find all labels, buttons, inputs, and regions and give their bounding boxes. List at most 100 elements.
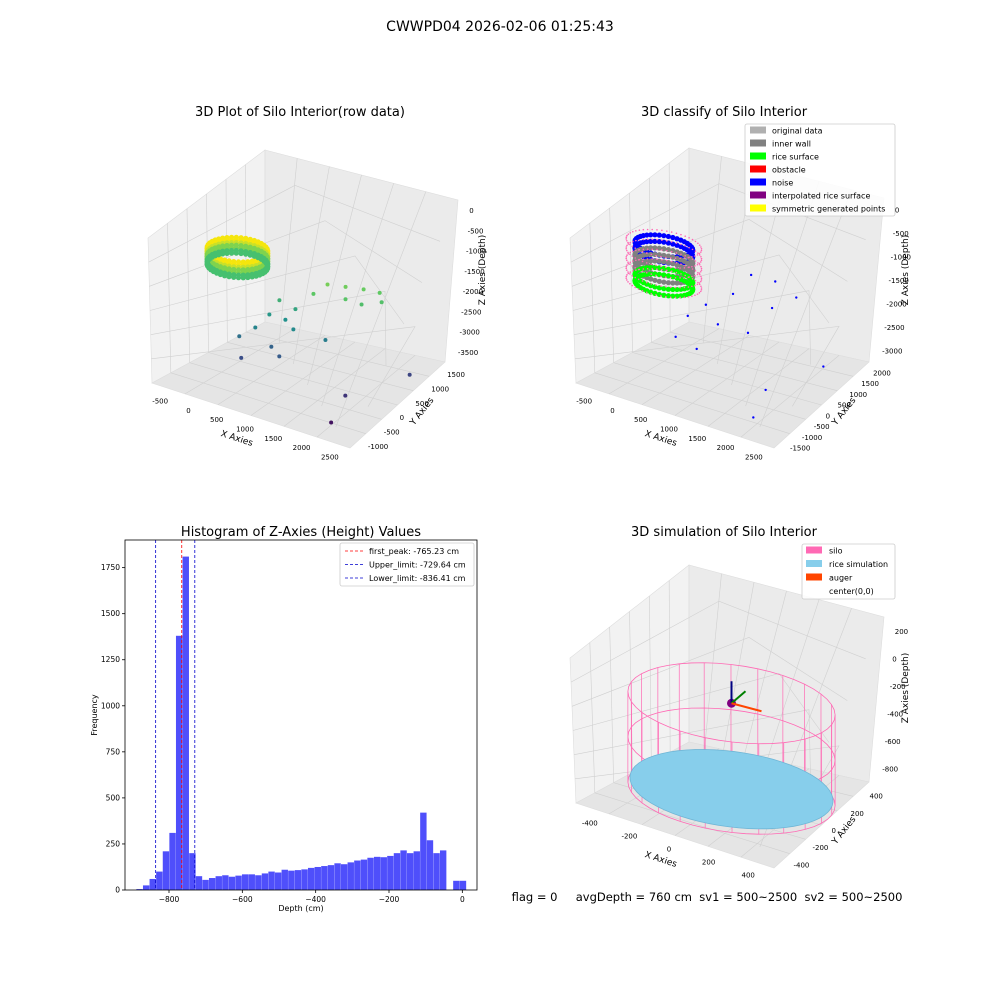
chart-classify-wall-point xyxy=(670,254,676,260)
chart-classify-symmetric-point xyxy=(650,292,653,295)
chart-classify-symmetric-point xyxy=(691,277,694,280)
chart-rowdata-point xyxy=(239,355,244,360)
chart-simulation-legend: silo rice simulation auger center(0,0) xyxy=(801,543,896,600)
chart-rowdata-title: 3D Plot of Silo Interior(row data) xyxy=(195,105,405,120)
chart-simulation-title: 3D simulation of Silo Interior xyxy=(631,525,818,540)
chart-classify-symmetric-point xyxy=(638,239,641,241)
chart-classify-symmetric-point xyxy=(665,286,667,288)
chart-classify-wall-point xyxy=(665,286,672,292)
chart-histogram-bar xyxy=(406,853,414,890)
chart-classify-grid-line xyxy=(740,355,840,438)
chart-classify-legend-swatch xyxy=(750,191,766,199)
chart-rowdata-silo-point xyxy=(226,274,232,280)
chart-rowdata-x-tick: 0 xyxy=(186,407,190,415)
chart-rowdata-point xyxy=(379,300,384,305)
chart-classify-symmetric-point xyxy=(698,283,701,286)
chart-classify-symmetric-point xyxy=(665,266,667,268)
chart-histogram-bar xyxy=(182,556,189,890)
chart-classify-legend-swatch xyxy=(750,165,766,173)
chart-classify-symmetric-point xyxy=(660,285,662,287)
chart-simulation-y-tick: -400 xyxy=(794,861,810,869)
chart-classify-wall-point xyxy=(661,233,667,239)
chart-classify-symmetric-point xyxy=(651,267,653,270)
chart-histogram-bar xyxy=(162,851,170,890)
chart-classify-symmetric-point xyxy=(629,251,632,254)
chart-classify-noise-point xyxy=(749,273,753,277)
chart-classify-symmetric-point xyxy=(674,296,677,299)
chart-classify-symmetric-point xyxy=(694,250,697,253)
chart-rowdata-z-tick: -1500 xyxy=(464,268,484,276)
chart-classify-wall-point xyxy=(648,232,654,238)
chart-classify-symmetric-point xyxy=(694,284,696,287)
chart-classify-symmetric-point xyxy=(700,259,703,262)
chart-rowdata-silo-point xyxy=(247,252,253,258)
chart-histogram-bar xyxy=(149,878,156,890)
chart-classify-symmetric-point xyxy=(665,256,667,259)
chart-classify-symmetric-point xyxy=(684,254,687,257)
chart-classify-symmetric-point xyxy=(683,276,686,279)
chart-histogram-bar xyxy=(248,874,255,890)
chart-classify-wall-point xyxy=(670,261,676,267)
chart-rowdata-silo-point xyxy=(245,274,251,281)
chart-classify-symmetric-point xyxy=(674,286,677,289)
chart-classify-wall-point xyxy=(665,233,671,240)
chart-classify-symmetric-point xyxy=(680,253,682,256)
chart-classify-symmetric-point xyxy=(627,243,630,245)
chart-classify-z-tick: -1000 xyxy=(891,254,911,262)
chart-classify-symmetric-point xyxy=(694,255,696,257)
chart-classify-symmetric-point xyxy=(631,265,634,267)
chart-classify-symmetric-point xyxy=(635,239,637,242)
chart-rowdata-grid-line xyxy=(278,158,298,344)
chart-classify-symmetric-point xyxy=(700,246,702,248)
chart-classify-noise-point xyxy=(752,416,755,419)
chart-histogram-bar xyxy=(393,853,401,890)
chart-classify-symmetric-point xyxy=(625,238,628,240)
chart-classify-symmetric-point xyxy=(684,274,687,277)
chart-rowdata-point xyxy=(311,291,316,296)
chart-rowdata-z-tick: 0 xyxy=(469,207,473,215)
chart-classify-wall-point xyxy=(661,252,667,258)
chart-rowdata-silo-point xyxy=(228,250,235,256)
chart-histogram-bar xyxy=(321,866,328,890)
chart-classify-symmetric-point xyxy=(629,243,631,246)
chart-classify-wall-point xyxy=(665,260,671,266)
chart-classify-symmetric-point xyxy=(625,239,628,242)
chart-classify-symmetric-point xyxy=(629,241,632,244)
chart-rowdata-silo-point xyxy=(222,273,228,279)
chart-rowdata-point xyxy=(325,282,330,287)
chart-rowdata-silo-point xyxy=(238,250,244,257)
chart-classify-x-tick: 500 xyxy=(634,416,647,424)
chart-classify-wall-point xyxy=(674,262,680,268)
chart-rowdata-grid-line xyxy=(186,208,190,363)
chart-histogram-y-tick: 250 xyxy=(106,839,121,848)
chart-simulation-auger xyxy=(731,702,762,713)
chart-histogram-bar xyxy=(142,885,150,890)
chart-classify-symmetric-point xyxy=(698,244,701,246)
chart-classify-symmetric-point xyxy=(634,266,637,269)
chart-histogram-bar xyxy=(228,876,236,890)
chart-histogram-bar xyxy=(373,856,381,890)
chart-histogram-legend-label: first_peak: -765.23 cm xyxy=(369,547,459,556)
chart-rowdata-point xyxy=(407,372,412,377)
chart-classify-symmetric-point xyxy=(687,296,690,298)
chart-classify-symmetric-point xyxy=(651,238,653,241)
chart-classify-y-tick: 1500 xyxy=(861,380,879,388)
chart-simulation-z-tick: 0 xyxy=(892,655,896,663)
chart-rowdata-grid-line xyxy=(150,290,387,366)
chart-histogram-bar xyxy=(400,850,407,890)
chart-classify-legend-swatch xyxy=(750,204,766,212)
chart-classify-noise-point xyxy=(695,347,698,351)
chart-histogram-bar xyxy=(169,832,176,890)
chart-classify-symmetric-point xyxy=(697,242,699,245)
chart-rowdata-x-tick: 1500 xyxy=(264,435,282,443)
chart-classify-symmetric-point xyxy=(660,265,662,268)
chart-classify-legend-label: rice surface xyxy=(772,153,819,162)
chart-classify-symmetric-point xyxy=(684,245,687,247)
chart-simulation-z-tick: 200 xyxy=(895,628,908,636)
chart-histogram-x-label: Depth (cm) xyxy=(278,904,323,913)
chart-classify-points xyxy=(625,228,825,419)
chart-classify-symmetric-point xyxy=(638,248,641,251)
chart-classify-legend-label: noise xyxy=(772,179,793,188)
chart-classify-wall-point xyxy=(665,280,672,286)
chart-simulation-grid-line xyxy=(589,642,596,793)
